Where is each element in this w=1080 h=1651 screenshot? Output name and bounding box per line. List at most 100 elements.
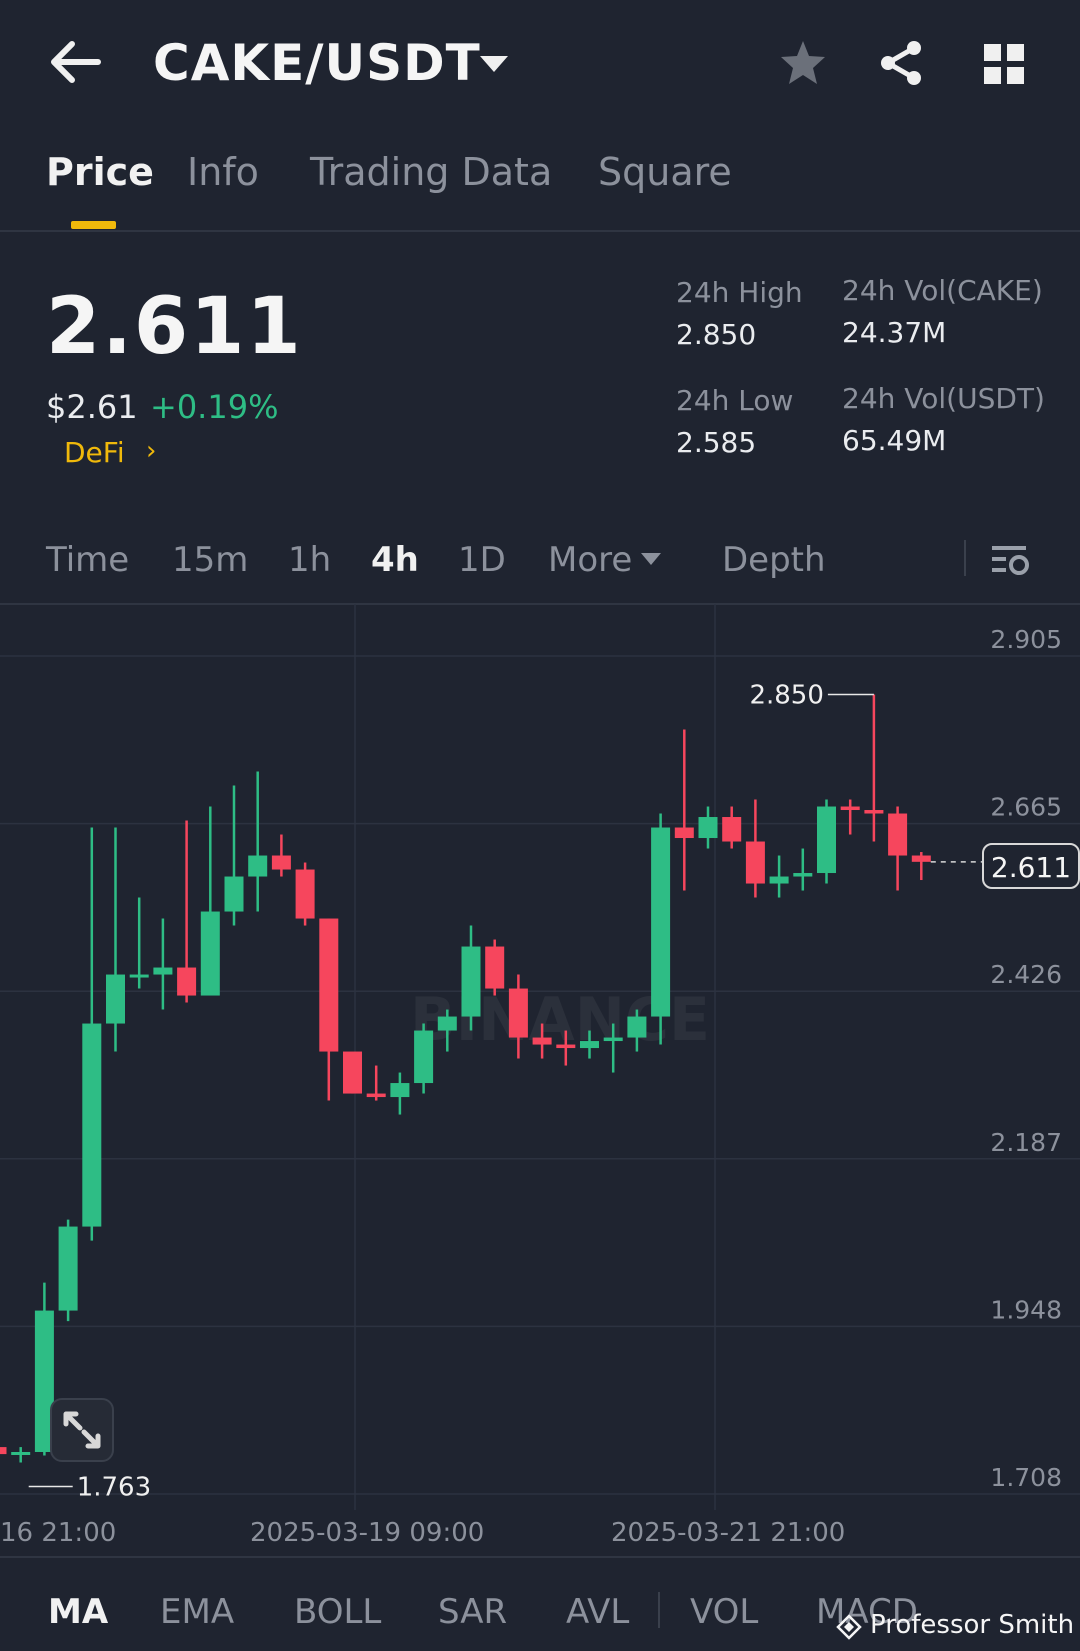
candle-body <box>0 1447 7 1455</box>
candle-body <box>82 1023 102 1227</box>
candle-body <box>769 876 789 884</box>
y-tick-label: 1.708 <box>990 1463 1062 1492</box>
back-arrow-icon[interactable] <box>48 38 104 86</box>
candle-body <box>200 911 220 996</box>
candle-body <box>627 1016 647 1038</box>
interval-more[interactable]: More <box>548 540 633 580</box>
candle-body <box>651 827 671 1017</box>
candle-body <box>840 806 860 811</box>
interval-1h[interactable]: 1h <box>288 540 332 580</box>
stat-high-label: 24h High <box>676 276 803 309</box>
candle-body <box>864 810 884 814</box>
candle-body <box>911 855 931 862</box>
x-tick-3: 2025-03-21 21:00 <box>611 1518 846 1548</box>
depth-tab[interactable]: Depth <box>722 540 826 580</box>
candle-body <box>485 946 505 989</box>
interval-15m[interactable]: 15m <box>172 540 249 580</box>
chevron-right-icon[interactable]: › <box>146 436 157 466</box>
x-tick-1: 16 21:00 <box>0 1518 117 1548</box>
y-tick-label: 2.426 <box>990 960 1062 989</box>
low-annotation: 1.763 <box>77 1472 151 1502</box>
stat-vol-quote-label: 24h Vol(USDT) <box>842 382 1045 415</box>
candle-body <box>11 1451 31 1455</box>
active-tab-indicator <box>71 221 116 229</box>
interval-time[interactable]: Time <box>46 540 130 580</box>
candle-body <box>106 974 125 1024</box>
last-price-tag-label: 2.611 <box>990 851 1072 884</box>
pair-title[interactable]: CAKE/USDT <box>153 34 481 92</box>
candle-body <box>532 1037 552 1045</box>
indicator-boll[interactable]: BOLL <box>294 1592 382 1632</box>
indicator-ema[interactable]: EMA <box>160 1592 235 1632</box>
candle-body <box>224 876 244 912</box>
stat-vol-base-value: 24.37M <box>842 316 947 349</box>
candlestick-chart[interactable]: 2.9052.6652.4262.1871.9481.708BINANCE2.8… <box>0 604 1080 1510</box>
x-tick-2: 2025-03-19 09:00 <box>250 1518 485 1548</box>
more-caret-icon[interactable] <box>640 552 662 566</box>
indicator-avl[interactable]: AVL <box>566 1592 630 1632</box>
tab-square[interactable]: Square <box>598 150 732 194</box>
candle-body <box>271 855 291 870</box>
last-price: 2.611 <box>46 282 303 372</box>
interval-divider <box>0 603 1080 605</box>
interval-4h[interactable]: 4h <box>371 540 419 580</box>
stat-high-value: 2.850 <box>676 318 757 351</box>
expand-icon <box>63 1411 101 1449</box>
grid-menu-icon[interactable] <box>982 42 1026 86</box>
candle-body <box>793 873 813 877</box>
interval-1d[interactable]: 1D <box>458 540 506 580</box>
last-price-tag: 2.611 <box>982 843 1080 889</box>
binance-logo-icon <box>836 1614 862 1640</box>
indicator-sar[interactable]: SAR <box>438 1592 508 1632</box>
fullscreen-button[interactable] <box>50 1398 114 1462</box>
candle-body <box>248 855 268 877</box>
category-tag[interactable]: DeFi <box>64 436 125 469</box>
price-change-percent: +0.19% <box>150 388 279 426</box>
tab-trading-data[interactable]: Trading Data <box>310 150 553 194</box>
bottom-divider <box>0 1556 1080 1558</box>
candle-body <box>722 817 742 842</box>
chart-settings-icon[interactable] <box>990 540 1030 580</box>
candle-body <box>437 1016 457 1031</box>
stat-low-value: 2.585 <box>676 426 757 459</box>
candle-body <box>366 1093 386 1098</box>
candle-body <box>177 967 197 996</box>
candle-body <box>58 1226 78 1311</box>
candle-body <box>390 1083 410 1098</box>
indicator-macd[interactable]: MACD <box>816 1592 918 1632</box>
share-icon[interactable] <box>876 38 926 88</box>
tab-price[interactable]: Price <box>46 150 154 194</box>
caret-down-icon[interactable] <box>478 54 510 74</box>
candle-body <box>461 946 481 1017</box>
interval-separator <box>964 540 966 576</box>
candle-body <box>698 817 718 839</box>
indicator-separator <box>658 1592 660 1628</box>
indicator-vol[interactable]: VOL <box>690 1592 759 1632</box>
high-annotation: 2.850 <box>749 681 823 711</box>
stat-low-label: 24h Low <box>676 384 794 417</box>
y-tick-label: 1.948 <box>990 1295 1062 1324</box>
stat-vol-base-label: 24h Vol(CAKE) <box>842 274 1043 307</box>
credit-text: Professor Smith <box>870 1610 1075 1640</box>
candle-body <box>817 806 836 874</box>
candle-body <box>556 1044 576 1049</box>
y-tick-label: 2.665 <box>990 793 1062 822</box>
candle-body <box>674 827 694 839</box>
stat-vol-quote-value: 65.49M <box>842 424 947 457</box>
usd-price: $2.61 <box>46 388 138 426</box>
candle-body <box>34 1310 54 1452</box>
candle-body <box>508 988 528 1038</box>
star-icon[interactable] <box>778 38 828 88</box>
tabs-divider <box>0 230 1080 232</box>
candle-body <box>153 967 173 975</box>
candle-body <box>319 918 339 1052</box>
y-tick-label: 2.905 <box>990 625 1062 654</box>
candle-body <box>129 974 149 978</box>
indicator-ma[interactable]: MA <box>48 1592 109 1632</box>
candle-body <box>295 869 315 919</box>
candle-body <box>745 841 765 884</box>
tab-info[interactable]: Info <box>187 150 259 194</box>
candle-body <box>888 813 908 856</box>
y-tick-label: 2.187 <box>990 1128 1062 1157</box>
candle-body <box>580 1041 599 1049</box>
